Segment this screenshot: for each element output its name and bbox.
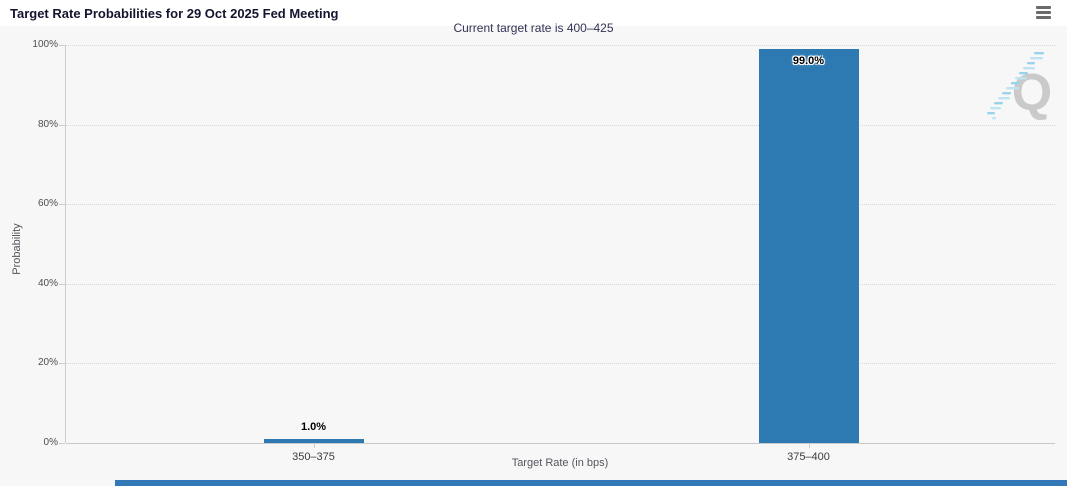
chart-subtitle: Current target rate is 400–425 (453, 21, 614, 35)
plot-area: Probability 0% 20% 40% 60% 80% 100% 1.0% 350–37… (11, 39, 1055, 463)
table-header-strip (115, 480, 1067, 486)
y-tick-mark (59, 45, 65, 46)
gridline (66, 204, 1055, 206)
y-tick-label: 0% (43, 437, 58, 448)
x-axis-title: Target Rate (in bps) (511, 457, 609, 469)
gridline (66, 363, 1055, 365)
probability-bar[interactable] (263, 439, 364, 443)
y-tick-mark (59, 124, 65, 126)
probability-bar[interactable] (758, 48, 859, 443)
y-tick-label: 20% (37, 357, 58, 369)
gridline (66, 45, 1055, 46)
chart-region: Current target rate is 400–425 Q (0, 21, 1067, 486)
gridline (66, 283, 1055, 285)
y-tick-label: 60% (37, 198, 58, 210)
bar-value-label: 99.0% (792, 54, 825, 67)
header: Target Rate Probabilities for 29 Oct 202… (0, 0, 1067, 26)
chart-title: Target Rate Probabilities for 29 Oct 202… (10, 6, 339, 21)
y-tick-mark (59, 443, 65, 444)
export-menu-button[interactable] (1036, 6, 1054, 22)
x-axis-line (66, 443, 1055, 444)
y-tick-mark (59, 363, 65, 365)
hamburger-icon (1036, 6, 1054, 19)
y-tick-mark (59, 204, 65, 206)
y-tick-mark (59, 283, 65, 285)
gridline (66, 124, 1055, 126)
x-tick-mark (313, 443, 315, 448)
x-tick-mark (808, 443, 810, 448)
watermark-letter: Q (1012, 64, 1052, 122)
x-category-label: 375–400 (787, 451, 830, 463)
y-tick-label: 40% (37, 277, 58, 289)
y-tick-label: 100% (32, 39, 58, 50)
y-tick-label: 80% (37, 118, 58, 130)
x-category-label: 350–375 (292, 451, 335, 463)
bar-value-label: 1.0% (300, 421, 327, 434)
quikstrike-logo-icon: Q (986, 48, 1062, 126)
